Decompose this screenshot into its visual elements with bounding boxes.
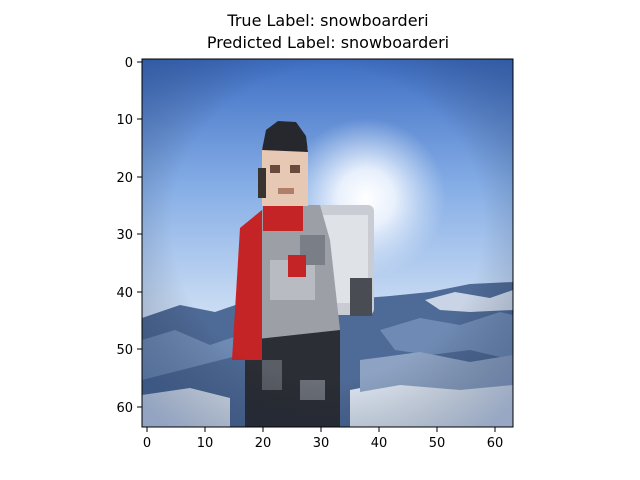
y-tick-label: 0	[125, 56, 133, 71]
y-tick-label: 30	[116, 228, 133, 243]
y-tick-label: 60	[116, 401, 133, 416]
snowboarder-photo	[142, 59, 513, 427]
x-axis: 0 10 20 30 40 50 60	[143, 427, 503, 451]
x-tick-label: 20	[255, 436, 272, 451]
y-tick-label: 50	[116, 343, 133, 358]
x-tick-label: 60	[487, 436, 504, 451]
axes-frame	[141, 58, 514, 428]
x-tick-label: 0	[143, 436, 151, 451]
x-tick-label: 10	[197, 436, 214, 451]
predicted-label-title: Predicted Label: snowboarderi	[206, 33, 450, 52]
x-tick-label: 50	[429, 436, 446, 451]
x-tick-label: 30	[313, 436, 330, 451]
y-tick-label: 10	[116, 113, 133, 128]
y-tick-label: 40	[116, 286, 133, 301]
true-label-title: True Label: snowboarderi	[227, 11, 429, 30]
y-tick-label: 20	[116, 171, 133, 186]
x-tick-label: 40	[371, 436, 388, 451]
y-axis: 0 10 20 30 40 50 60	[116, 56, 142, 416]
